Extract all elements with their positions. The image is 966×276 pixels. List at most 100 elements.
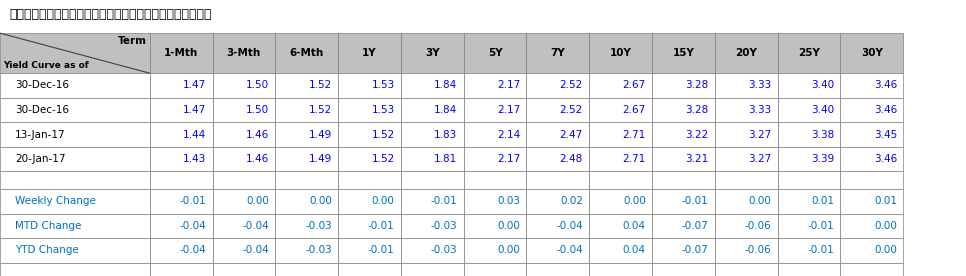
Bar	[0, 98, 150, 122]
Text: 1.53: 1.53	[371, 105, 395, 115]
Bar	[150, 73, 213, 98]
Text: 0.00: 0.00	[246, 196, 269, 206]
Bar	[589, 33, 652, 73]
Text: -0.07: -0.07	[682, 221, 709, 231]
Text: -0.04: -0.04	[556, 245, 583, 255]
Text: 1.50: 1.50	[246, 81, 269, 91]
Text: 1.52: 1.52	[371, 129, 395, 139]
Bar	[401, 147, 464, 171]
Text: 3.40: 3.40	[811, 105, 835, 115]
Bar	[526, 147, 589, 171]
Text: 2.17: 2.17	[497, 105, 521, 115]
Text: -0.01: -0.01	[368, 221, 395, 231]
Bar	[213, 73, 275, 98]
Bar	[401, 33, 464, 73]
Text: 0.00: 0.00	[874, 245, 896, 255]
Text: 2.67: 2.67	[622, 81, 646, 91]
Text: -0.04: -0.04	[242, 245, 269, 255]
Text: 2.47: 2.47	[559, 129, 583, 139]
Bar	[840, 263, 903, 276]
Text: -0.03: -0.03	[305, 221, 332, 231]
Bar	[840, 73, 903, 98]
Bar	[338, 263, 401, 276]
Bar	[778, 122, 840, 147]
Text: 1.46: 1.46	[245, 154, 269, 164]
Bar	[652, 73, 715, 98]
Text: 1.84: 1.84	[434, 105, 458, 115]
Text: 1.81: 1.81	[434, 154, 458, 164]
Text: -0.03: -0.03	[431, 245, 458, 255]
Bar	[0, 214, 150, 238]
Text: 3.39: 3.39	[810, 154, 835, 164]
Bar	[526, 33, 589, 73]
Bar	[401, 263, 464, 276]
Bar	[338, 171, 401, 189]
Bar	[0, 189, 150, 214]
Bar	[652, 171, 715, 189]
Bar	[840, 189, 903, 214]
Bar	[275, 189, 338, 214]
Bar	[401, 98, 464, 122]
Bar	[0, 263, 150, 276]
Text: 1.52: 1.52	[308, 105, 332, 115]
Text: 2.52: 2.52	[559, 81, 583, 91]
Bar	[0, 73, 150, 98]
Bar	[0, 238, 150, 263]
Text: 13-Jan-17: 13-Jan-17	[15, 129, 66, 139]
Bar	[526, 73, 589, 98]
Text: 30-Dec-16: 30-Dec-16	[15, 105, 69, 115]
Text: 1.47: 1.47	[183, 81, 207, 91]
Bar	[338, 33, 401, 73]
Bar	[338, 189, 401, 214]
Text: 0.01: 0.01	[874, 196, 896, 206]
Text: -0.07: -0.07	[682, 245, 709, 255]
Text: -0.01: -0.01	[808, 245, 835, 255]
Text: 3.46: 3.46	[873, 154, 896, 164]
Bar	[652, 238, 715, 263]
Bar	[464, 73, 526, 98]
Bar	[275, 73, 338, 98]
Bar	[715, 73, 778, 98]
Text: 1-Mth: 1-Mth	[164, 48, 198, 58]
Bar	[150, 214, 213, 238]
Text: 3.33: 3.33	[748, 105, 772, 115]
Text: 30Y: 30Y	[861, 48, 883, 58]
Bar	[589, 238, 652, 263]
Text: -0.01: -0.01	[368, 245, 395, 255]
Bar	[589, 147, 652, 171]
Text: 0.04: 0.04	[623, 245, 646, 255]
Bar	[150, 263, 213, 276]
Text: 1.43: 1.43	[183, 154, 207, 164]
Text: 2.67: 2.67	[622, 105, 646, 115]
Text: -0.01: -0.01	[682, 196, 709, 206]
Bar	[589, 214, 652, 238]
Bar	[715, 189, 778, 214]
Bar	[526, 171, 589, 189]
Text: 2.71: 2.71	[622, 154, 646, 164]
Bar	[778, 33, 840, 73]
Bar	[0, 122, 150, 147]
Text: 1.52: 1.52	[371, 154, 395, 164]
Bar	[589, 189, 652, 214]
Text: 3-Mth: 3-Mth	[227, 48, 261, 58]
Bar	[652, 122, 715, 147]
Bar	[652, 147, 715, 171]
Bar	[778, 147, 840, 171]
Bar	[715, 122, 778, 147]
Text: 3.27: 3.27	[748, 129, 772, 139]
Bar	[464, 171, 526, 189]
Text: -0.01: -0.01	[431, 196, 458, 206]
Bar	[275, 98, 338, 122]
Text: 1.49: 1.49	[308, 129, 332, 139]
Bar	[464, 33, 526, 73]
Bar	[401, 73, 464, 98]
Bar	[840, 33, 903, 73]
Text: 1.52: 1.52	[308, 81, 332, 91]
Bar	[275, 122, 338, 147]
Text: -0.03: -0.03	[305, 245, 332, 255]
Text: 20-Jan-17: 20-Jan-17	[15, 154, 66, 164]
Text: 3.28: 3.28	[685, 105, 709, 115]
Bar	[150, 33, 213, 73]
Bar	[526, 122, 589, 147]
Text: 2.52: 2.52	[559, 105, 583, 115]
